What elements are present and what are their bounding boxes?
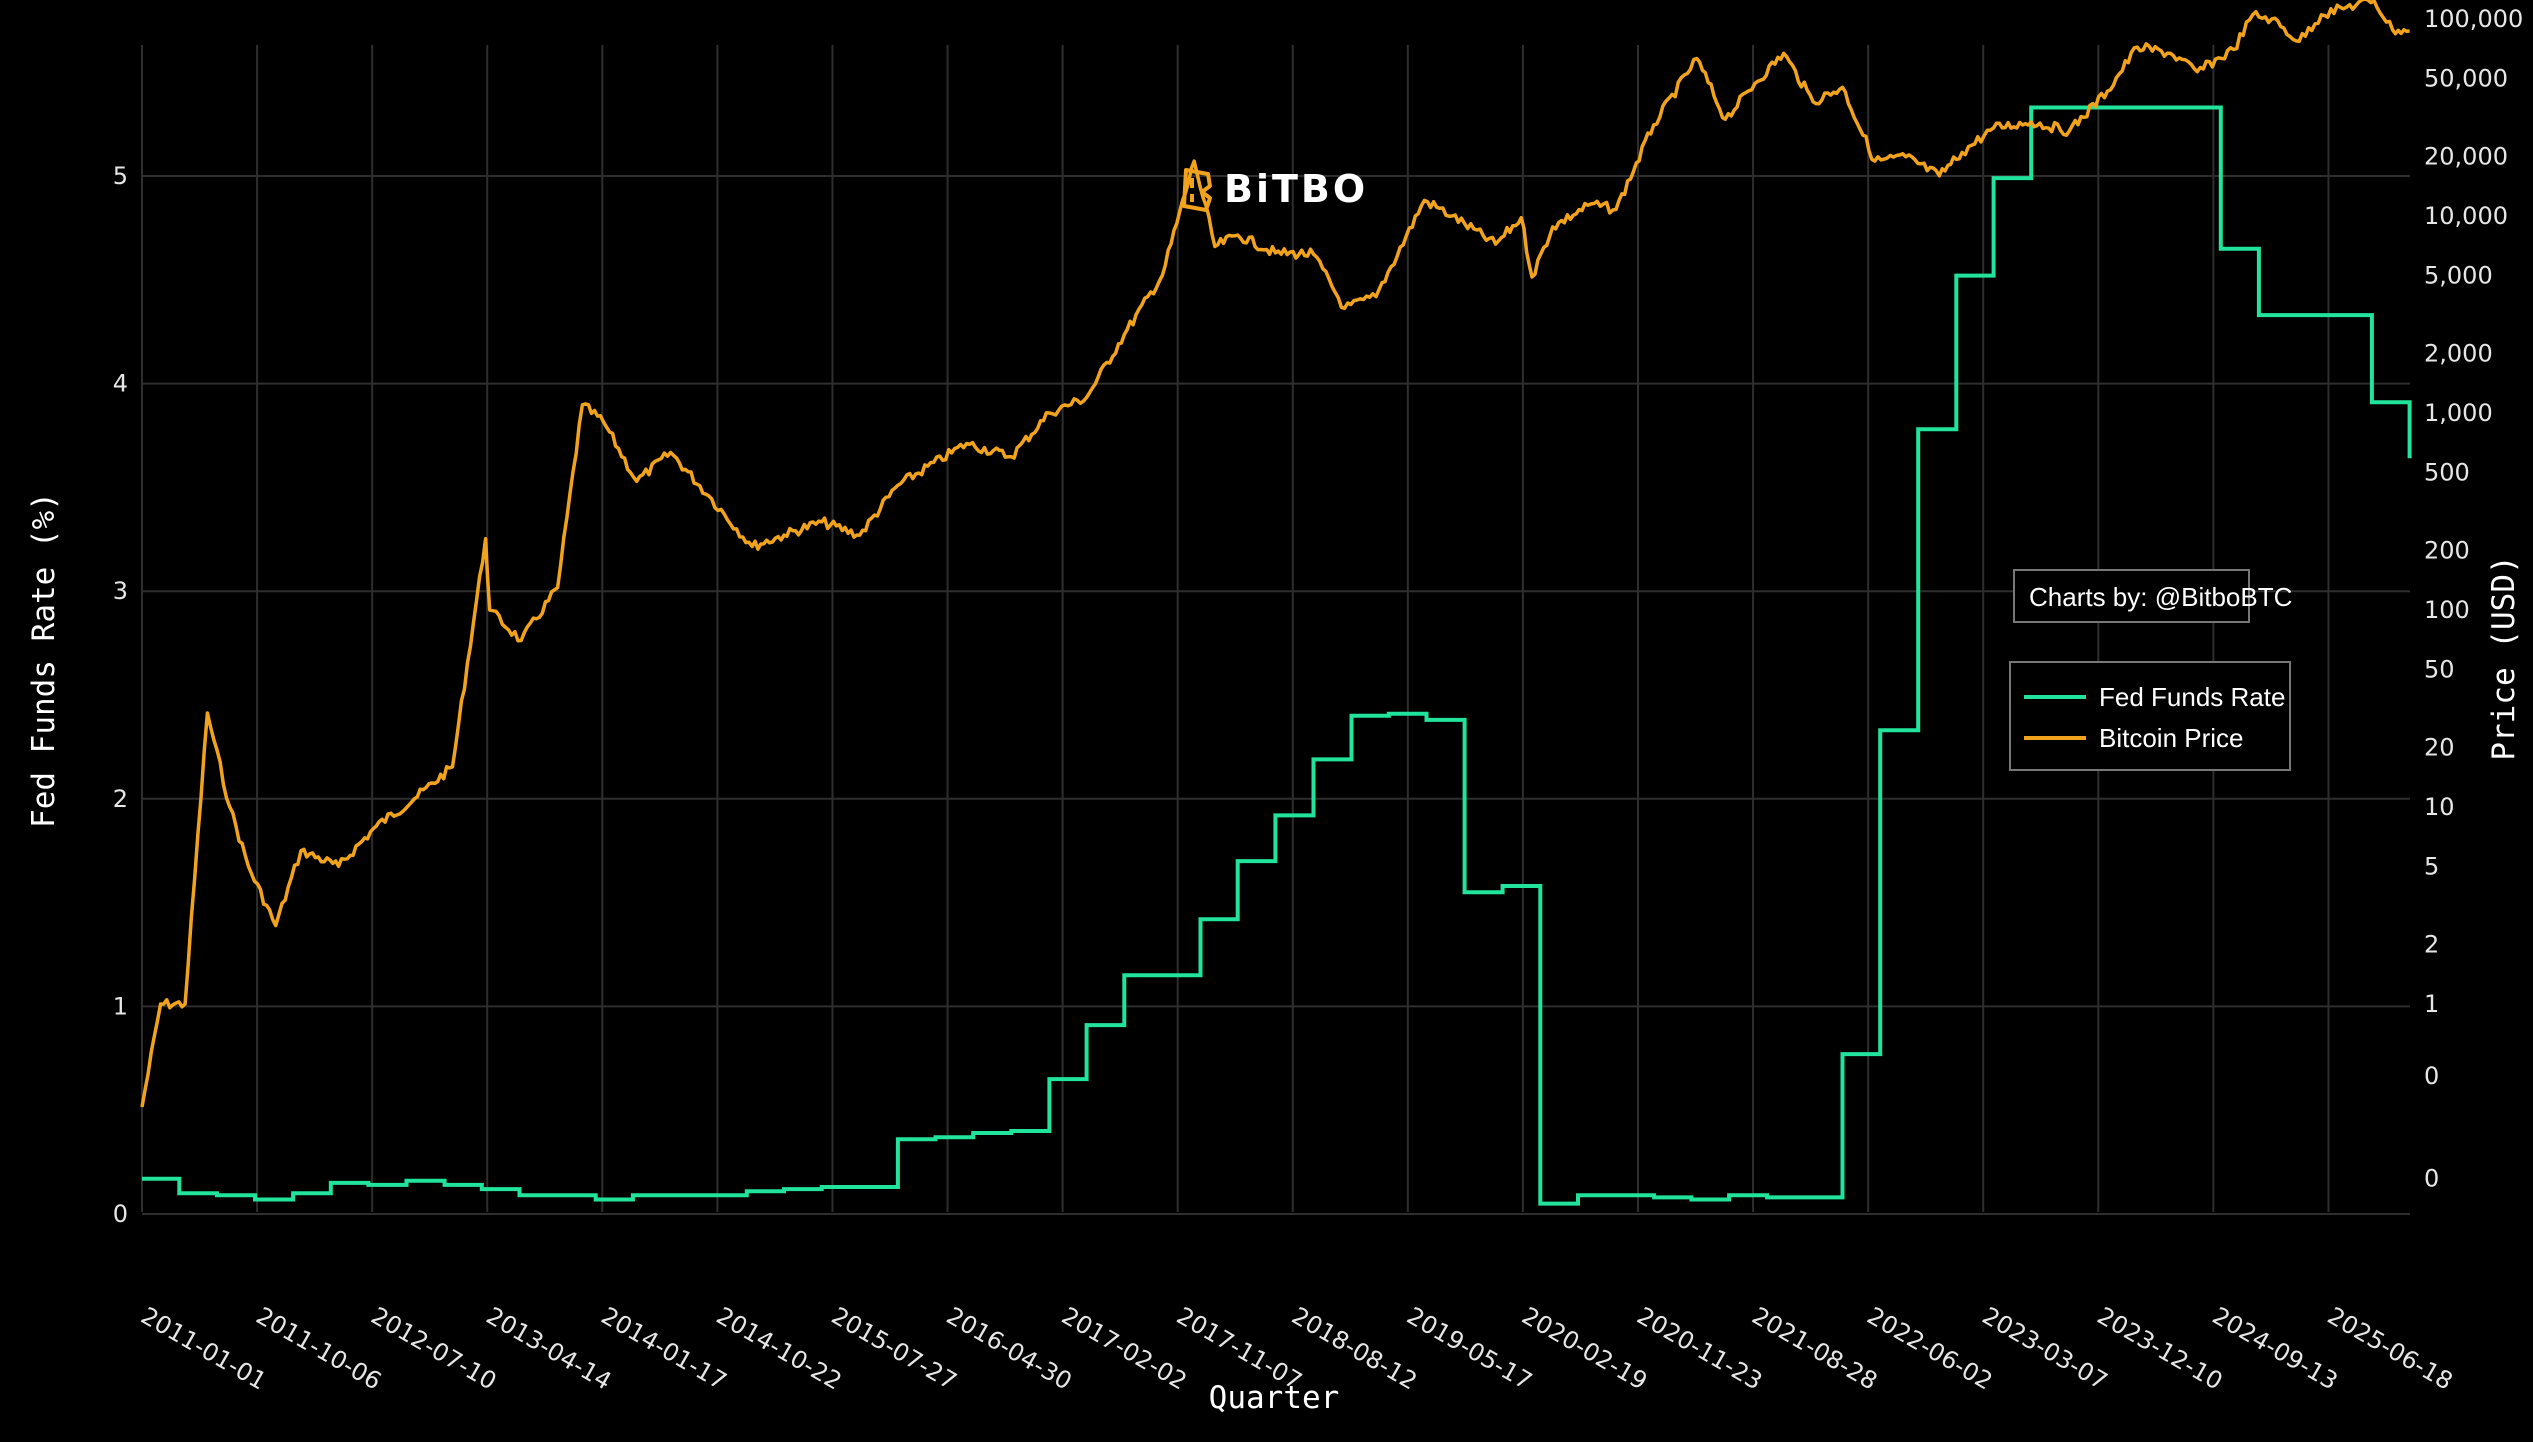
y-axis-left-title: Fed Funds Rate (%)	[26, 492, 62, 828]
bitbo-logo-icon	[1182, 168, 1212, 212]
credit-box-border	[2013, 569, 2250, 623]
series-line-bitcoin-price	[140, 0, 2410, 1108]
y-right-tick-label: 1,000	[2424, 399, 2493, 427]
y-right-tick-label: 20,000	[2424, 143, 2508, 171]
y-right-tick-label: 10	[2424, 793, 2455, 821]
y-axis-right-title: Price (USD)	[2486, 555, 2522, 760]
y-right-tick-label: 50	[2424, 655, 2455, 683]
y-right-tick-label: 5,000	[2424, 261, 2493, 289]
y-left-tick-label: 0	[113, 1200, 128, 1228]
credit-box: Charts by: @BitboBTC	[2013, 569, 2292, 623]
series-line-fed-funds-rate	[142, 105, 2412, 1206]
y-right-tick-label: 0	[2424, 1165, 2439, 1193]
y-right-tick-label: 10,000	[2424, 202, 2508, 230]
y-left-tick-label: 4	[113, 370, 128, 398]
y-right-tick-label: 1	[2424, 990, 2439, 1018]
y-right-tick-label: 0	[2424, 1062, 2439, 1090]
legend-border	[2009, 661, 2291, 771]
y-left-tick-label: 1	[113, 992, 128, 1020]
legend-label-bitcoin-price: Bitcoin Price	[2099, 723, 2244, 753]
y-right-tick-label: 500	[2424, 458, 2470, 486]
y-right-tick-label: 50,000	[2424, 64, 2508, 92]
y-left-tick-labels: 0 1 2 3 4 5	[113, 162, 128, 1228]
x-axis-title: Quarter	[1209, 1380, 1340, 1416]
bitbo-logo-text: BiTBO	[1224, 167, 1368, 211]
legend: Fed Funds Rate Bitcoin Price	[2009, 661, 2291, 771]
credit-text: Charts by: @BitboBTC	[2029, 582, 2292, 612]
y-right-tick-label: 2,000	[2424, 340, 2493, 368]
bitbo-logo: BiTBO	[1182, 167, 1368, 212]
y-left-tick-label: 5	[113, 162, 128, 190]
y-left-tick-label: 3	[113, 577, 128, 605]
y-right-tick-label: 5	[2424, 852, 2439, 880]
y-right-tick-label: 2	[2424, 931, 2439, 959]
y-right-tick-labels: 200,000100,00050,00020,00010,0005,0002,0…	[2424, 5, 2523, 1193]
y-right-tick-label: 100	[2424, 596, 2470, 624]
y-left-tick-label: 2	[113, 785, 128, 813]
y-right-tick-label: 200	[2424, 537, 2470, 565]
y-right-tick-label: 20	[2424, 734, 2455, 762]
y-right-tick-label: 100,000	[2424, 5, 2523, 33]
legend-label-fed-funds-rate: Fed Funds Rate	[2099, 682, 2285, 712]
